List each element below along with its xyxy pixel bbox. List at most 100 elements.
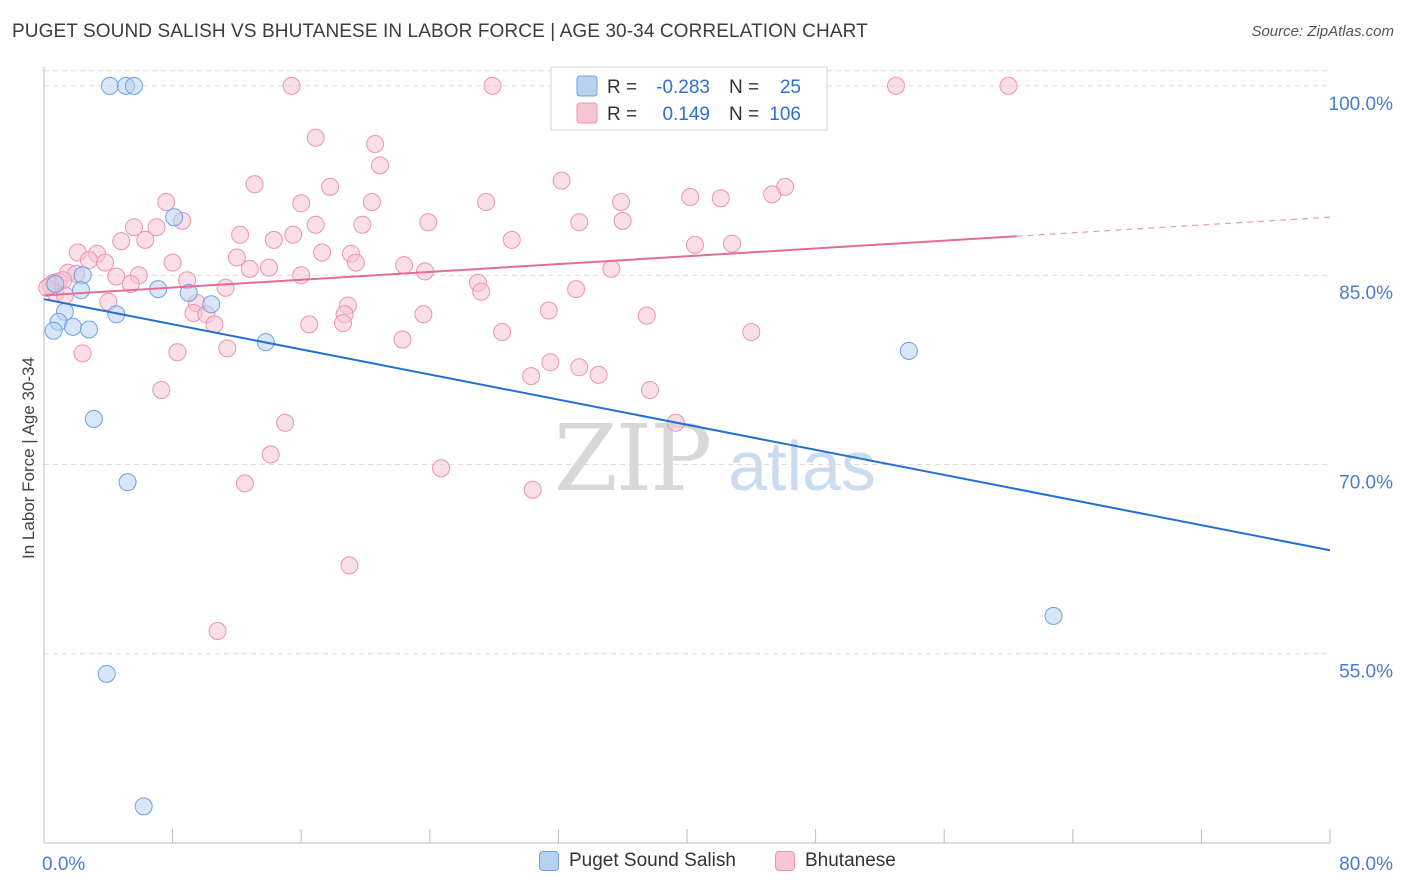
bhutanese-point [282,76,301,95]
bhutanese-point [321,177,340,196]
bhutanese-point [711,189,730,208]
bhutanese-point [261,445,280,464]
x-tick-label: 0.0% [42,854,85,875]
legend-n-label-1: N = [729,77,764,98]
bhutanese-point [362,193,381,211]
legend-r-value-1: -0.283 [656,77,710,98]
axes [43,67,1331,844]
bhutanese-point [602,259,621,278]
bhutanese-point [300,315,319,334]
bhutanese-point [570,213,589,232]
trend-lines [43,216,1331,552]
bhutanese-point [472,282,491,301]
legend-label: Puget Sound Salish [569,850,736,871]
bhutanese-point [567,280,586,299]
legend-swatch-blue [539,851,559,871]
bhutanese-trend-extension [1016,216,1331,237]
legend-item-bhutanese: Bhutanese [775,850,896,872]
bhutanese-point [208,622,227,640]
legend-n-label-2: N = [729,104,764,125]
bhutanese-point [641,381,659,399]
puget-sound-salish-point [80,320,98,339]
bhutanese-point [523,480,542,499]
bhutanese-point [284,225,303,244]
bhutanese-point [395,256,414,275]
bhutanese-point [477,193,496,211]
bhutanese-trend-line [43,235,1017,297]
watermark: ZIP atlas [554,405,876,512]
bhutanese-point [80,251,98,270]
puget-sound-salish-point [84,410,103,428]
y-tick-label: 55.0% [1339,662,1393,683]
puget-sound-salish-point [73,266,92,285]
legend-swatch-blue [576,75,598,97]
bhutanese-point [414,305,433,324]
puget-sound-salish-point [134,797,153,816]
bhutanese-point [887,76,905,95]
x-tick-label: 80.0% [1339,854,1393,875]
bhutanese-point [539,301,558,320]
bhutanese-point [637,306,656,325]
bhutanese-point [264,230,283,249]
bhutanese-point [502,230,521,249]
bhutanese-point [419,213,438,232]
bhutanese-point [346,253,365,272]
bhutanese-point [218,339,237,358]
legend-r-value-2: 0.149 [662,104,710,125]
watermark-atlas: atlas [728,427,876,505]
bhutanese-point [157,193,176,211]
gridlines [44,70,1330,655]
bhutanese-point [742,323,761,341]
bhutanese-point [686,235,704,254]
bhutanese-point [231,225,250,244]
bhutanese-point [681,188,700,206]
legend-swatch-pink [775,851,795,871]
bhutanese-point [112,232,131,251]
bhutanese-point [999,76,1018,95]
bhutanese-point [96,253,115,272]
y-axis-label: In Labor Force | Age 30-34 [19,357,38,559]
bhutanese-point [235,474,254,493]
puget-sound-salish-point [125,76,143,95]
bhutanese-point [136,230,155,249]
y-tick-label: 100.0% [1329,94,1394,115]
legend-swatch-pink [576,102,598,124]
bhutanese-point [313,243,332,262]
puget-sound-salish-point [179,283,198,302]
bhutanese-point [589,365,608,384]
bhutanese-point [107,267,126,286]
legend-item-puget-sound-salish: Puget Sound Salish [539,850,736,872]
bhutanese-point [260,258,278,277]
bhutanese-point [334,314,352,333]
bhutanese-point [152,381,171,399]
puget-sound-salish-point [899,341,918,360]
bhutanese-point [432,459,451,478]
bhutanese-point [163,253,182,272]
y-tick-label: 85.0% [1339,283,1393,304]
bhutanese-point [125,218,143,237]
bhutanese-point [366,135,385,153]
tick-labels: 55.0% 70.0% 85.0% 100.0% 0.0% 80.0% [42,94,1393,875]
legend-r-label-2: R = [607,104,642,125]
puget-sound-salish-point [44,321,63,340]
chart-title: PUGET SOUND SALISH VS BHUTANESE IN LABOR… [12,21,868,42]
puget-sound-salish-point [118,473,137,492]
legend-label: Bhutanese [805,850,896,871]
bhutanese-point [612,193,631,211]
bhutanese-point [168,343,187,362]
bhutanese-point [552,171,571,190]
bhutanese-point [723,234,741,253]
bhutanese-point [541,353,560,372]
source-attribution: Source: ZipAtlas.com [1251,23,1394,40]
bhutanese-point [763,185,782,204]
bhutanese-point [522,367,541,386]
puget-sound-salish-points [44,76,1063,816]
bhutanese-point [276,413,295,432]
bhutanese-points [38,76,1018,640]
legend-n-value-1: 25 [780,77,801,98]
bhutanese-point [353,215,372,234]
puget-sound-salish-point [63,317,82,336]
legend-r-label-1: R = [607,77,642,98]
bhutanese-point [613,211,632,230]
